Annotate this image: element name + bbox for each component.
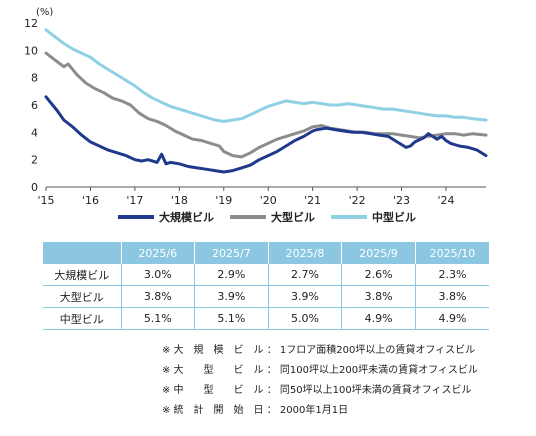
table-header-cell: 2025/10 xyxy=(415,242,489,264)
table-row: 中型ビル 5.1% 5.1% 5.0% 4.9% 4.9% xyxy=(43,307,489,330)
table-cell: 3.9% xyxy=(268,285,343,308)
x-tick-label: '22 xyxy=(349,194,366,205)
x-tick-label: '24 xyxy=(437,194,454,205)
legend-label-large-scale: 大規模ビル xyxy=(159,211,214,224)
table-cell: 3.8% xyxy=(415,285,489,308)
y-tick-label: 12 xyxy=(24,17,38,30)
x-tick-label: '15 xyxy=(37,194,54,205)
footnote: ※ 大 型 ビ ル ： 同100坪以上200坪未満の賃貸オフィスビル xyxy=(162,365,478,376)
table-header-cell: 2025/8 xyxy=(268,242,343,264)
table-cell: 3.8% xyxy=(341,285,416,308)
table-cell: 4.9% xyxy=(341,307,416,330)
y-tick-label: 4 xyxy=(31,126,38,139)
table-header-cell: 2025/9 xyxy=(341,242,416,264)
x-tick-label: '19 xyxy=(215,194,232,205)
chart-legend: 大規模ビル 大型ビル 中型ビル xyxy=(118,208,438,226)
legend-item-large: 大型ビル xyxy=(230,209,315,225)
x-tick-label: '21 xyxy=(304,194,321,205)
y-tick-label: 2 xyxy=(31,154,38,167)
vacancy-rate-table: 2025/6 2025/7 2025/8 2025/9 2025/10 大規模ビ… xyxy=(43,242,489,330)
x-tick-label: '16 xyxy=(82,194,99,205)
footnotes: ※ 大 規 模 ビ ル ： 1フロア面積200坪以上の賃貸オフィスビル ※ 大 … xyxy=(162,341,478,421)
table-row-label: 大型ビル xyxy=(43,285,122,308)
table-cell: 2.7% xyxy=(268,264,343,286)
series-line-0 xyxy=(44,95,488,174)
x-tick-label: '18 xyxy=(171,194,188,205)
y-axis-unit-label: (%) xyxy=(36,7,53,18)
table-row-label: 大規模ビル xyxy=(43,264,122,286)
series-line-2 xyxy=(44,28,488,123)
table-cell: 3.0% xyxy=(121,264,196,286)
table-header-cell: 2025/7 xyxy=(194,242,269,264)
table-header-row: 2025/6 2025/7 2025/8 2025/9 2025/10 xyxy=(43,242,489,264)
table-cell: 4.9% xyxy=(415,307,489,330)
table-cell: 2.6% xyxy=(341,264,416,286)
y-tick-label: 8 xyxy=(31,72,38,85)
legend-label-medium: 中型ビル xyxy=(372,211,416,224)
table-cell: 3.8% xyxy=(121,285,196,308)
x-tick-label: '23 xyxy=(393,194,410,205)
series-line-1 xyxy=(44,51,488,159)
table-row: 大型ビル 3.8% 3.9% 3.9% 3.8% 3.8% xyxy=(43,285,489,308)
table-cell: 2.3% xyxy=(415,264,489,286)
table-row: 大規模ビル 3.0% 2.9% 2.7% 2.6% 2.3% xyxy=(43,264,489,286)
footnote: ※ 大 規 模 ビ ル ： 1フロア面積200坪以上の賃貸オフィスビル xyxy=(162,345,476,356)
footnote: ※ 中 型 ビ ル ： 同50坪以上100坪未満の賃貸オフィスビル xyxy=(162,385,472,396)
y-tick-label: 0 xyxy=(31,181,38,194)
legend-swatch-medium xyxy=(331,215,367,219)
legend-item-medium: 中型ビル xyxy=(331,209,416,225)
x-tick-label: '20 xyxy=(260,194,277,205)
table-cell: 5.1% xyxy=(121,307,196,330)
legend-item-large-scale: 大規模ビル xyxy=(118,209,214,225)
x-tick-label: '17 xyxy=(126,194,143,205)
y-tick-label: 6 xyxy=(31,99,38,112)
legend-swatch-large xyxy=(230,215,266,219)
y-tick-label: 10 xyxy=(24,44,38,57)
legend-swatch-large-scale xyxy=(118,215,154,219)
table-cell: 3.9% xyxy=(194,285,269,308)
vacancy-rate-line-chart: (%) 0 2 4 6 8 10 12 '15 '16 '17 '18 '19 '20 '21 '22 '2… xyxy=(24,7,488,205)
legend-label-large: 大型ビル xyxy=(271,211,315,224)
table-row-label: 中型ビル xyxy=(43,307,122,330)
footnote: ※ 統 計 開 始 日 ： 2000年1月1日 xyxy=(162,405,349,416)
table-header-corner xyxy=(43,242,122,264)
table-cell: 2.9% xyxy=(194,264,269,286)
table-header-cell: 2025/6 xyxy=(121,242,196,264)
table-cell: 5.0% xyxy=(268,307,343,330)
table-cell: 5.1% xyxy=(194,307,269,330)
